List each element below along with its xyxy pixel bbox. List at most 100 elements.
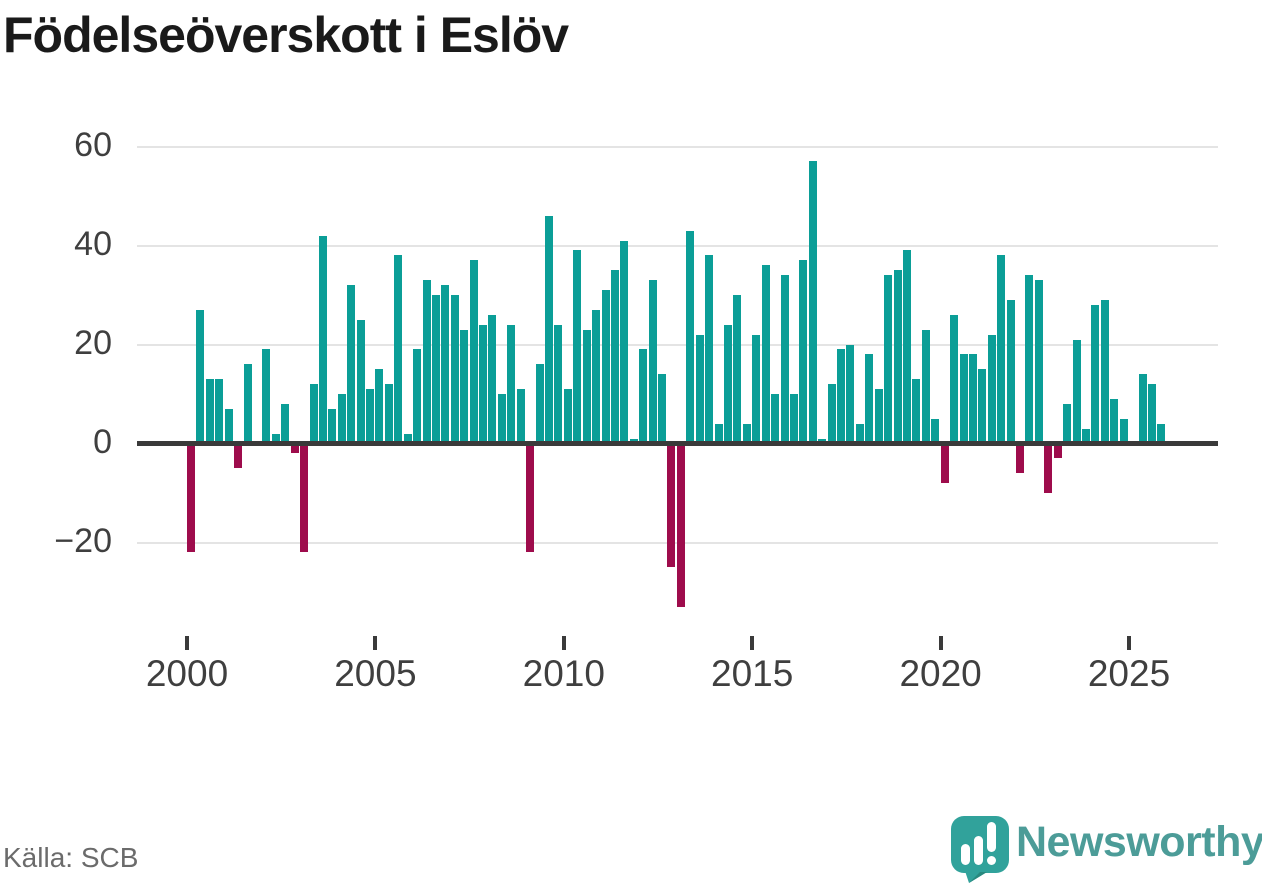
bar xyxy=(516,389,525,444)
bar xyxy=(431,295,440,444)
bar xyxy=(281,403,290,444)
y-axis-label: 0 xyxy=(93,422,112,461)
bar xyxy=(271,433,280,444)
bar xyxy=(950,314,958,444)
bar xyxy=(290,443,299,454)
x-tick xyxy=(1127,636,1131,650)
bar xyxy=(639,349,648,444)
bar xyxy=(394,255,403,444)
bar xyxy=(1006,299,1015,444)
bar xyxy=(676,443,685,607)
bar xyxy=(771,394,780,444)
bar xyxy=(563,389,572,444)
bar xyxy=(902,250,911,444)
bar xyxy=(1100,299,1109,444)
bar xyxy=(648,280,657,444)
bar xyxy=(497,394,506,444)
bar xyxy=(592,309,601,444)
page-title: Födelseöverskott i Eslöv xyxy=(3,7,569,63)
bar xyxy=(714,423,723,444)
bar xyxy=(196,309,205,444)
bar xyxy=(1025,275,1034,444)
bar xyxy=(573,250,582,444)
bar xyxy=(403,433,412,444)
x-tick xyxy=(373,636,378,650)
bar xyxy=(318,235,327,444)
x-tick-label: 2000 xyxy=(145,653,229,694)
bar xyxy=(705,255,714,444)
bar xyxy=(978,369,987,444)
bar xyxy=(1034,280,1043,444)
bar xyxy=(987,334,996,444)
newsworthy-logo-icon xyxy=(951,816,1009,883)
gridline xyxy=(137,244,1218,247)
y-axis-label: 40 xyxy=(74,224,112,263)
bar xyxy=(469,260,478,444)
bar xyxy=(1110,398,1119,444)
bar xyxy=(441,285,450,444)
bar xyxy=(1063,403,1072,444)
bar xyxy=(846,344,855,444)
bar xyxy=(1147,384,1156,444)
bar xyxy=(243,364,252,444)
bar xyxy=(667,443,676,568)
bar xyxy=(300,443,308,553)
bar xyxy=(384,384,393,444)
bar xyxy=(799,260,808,444)
bar xyxy=(205,379,214,444)
bar xyxy=(234,443,243,469)
bar xyxy=(865,354,874,444)
bar xyxy=(1157,423,1166,444)
bar xyxy=(1119,418,1128,444)
bar xyxy=(582,329,591,444)
bar xyxy=(620,240,629,444)
bar xyxy=(1044,443,1053,493)
bar xyxy=(215,379,224,444)
bar xyxy=(837,349,845,444)
bar xyxy=(1138,374,1147,444)
x-tick-label: 2025 xyxy=(1087,653,1171,694)
bar xyxy=(1016,443,1024,474)
gridline xyxy=(137,145,1218,148)
bar xyxy=(450,295,459,444)
x-tick xyxy=(750,636,755,650)
bar xyxy=(262,349,271,444)
y-axis-label: 20 xyxy=(74,323,112,362)
bar xyxy=(742,423,751,444)
bar xyxy=(921,329,930,444)
bar xyxy=(507,324,516,444)
gridline xyxy=(137,343,1218,346)
x-tick-label: 2015 xyxy=(711,653,794,694)
y-axis-label: −20 xyxy=(54,521,112,560)
bar xyxy=(610,270,619,444)
source-text: Källa: SCB xyxy=(3,842,139,873)
bar xyxy=(931,418,940,444)
bar xyxy=(375,369,384,444)
bar xyxy=(761,265,770,444)
bar xyxy=(808,161,817,444)
newsworthy-wordmark: Newsworthy xyxy=(1016,818,1262,866)
bar xyxy=(686,230,695,444)
bar xyxy=(1081,428,1090,444)
bar xyxy=(347,285,356,444)
bar xyxy=(422,280,431,444)
bar xyxy=(545,215,553,444)
bar xyxy=(997,255,1006,444)
bar xyxy=(733,295,742,444)
bar xyxy=(1091,304,1100,444)
bar xyxy=(658,374,666,444)
bar xyxy=(535,364,544,444)
bar xyxy=(328,408,337,444)
bar xyxy=(413,349,422,444)
bar xyxy=(893,270,902,444)
bar xyxy=(554,324,563,444)
bar xyxy=(356,319,365,444)
bar xyxy=(752,334,761,444)
newsworthy-logo: Newsworthy xyxy=(948,812,1262,883)
x-tick-label: 2005 xyxy=(334,653,417,694)
x-tick xyxy=(185,636,189,650)
bar xyxy=(789,394,798,444)
bar xyxy=(940,443,949,484)
x-tick-label: 2010 xyxy=(522,653,605,694)
